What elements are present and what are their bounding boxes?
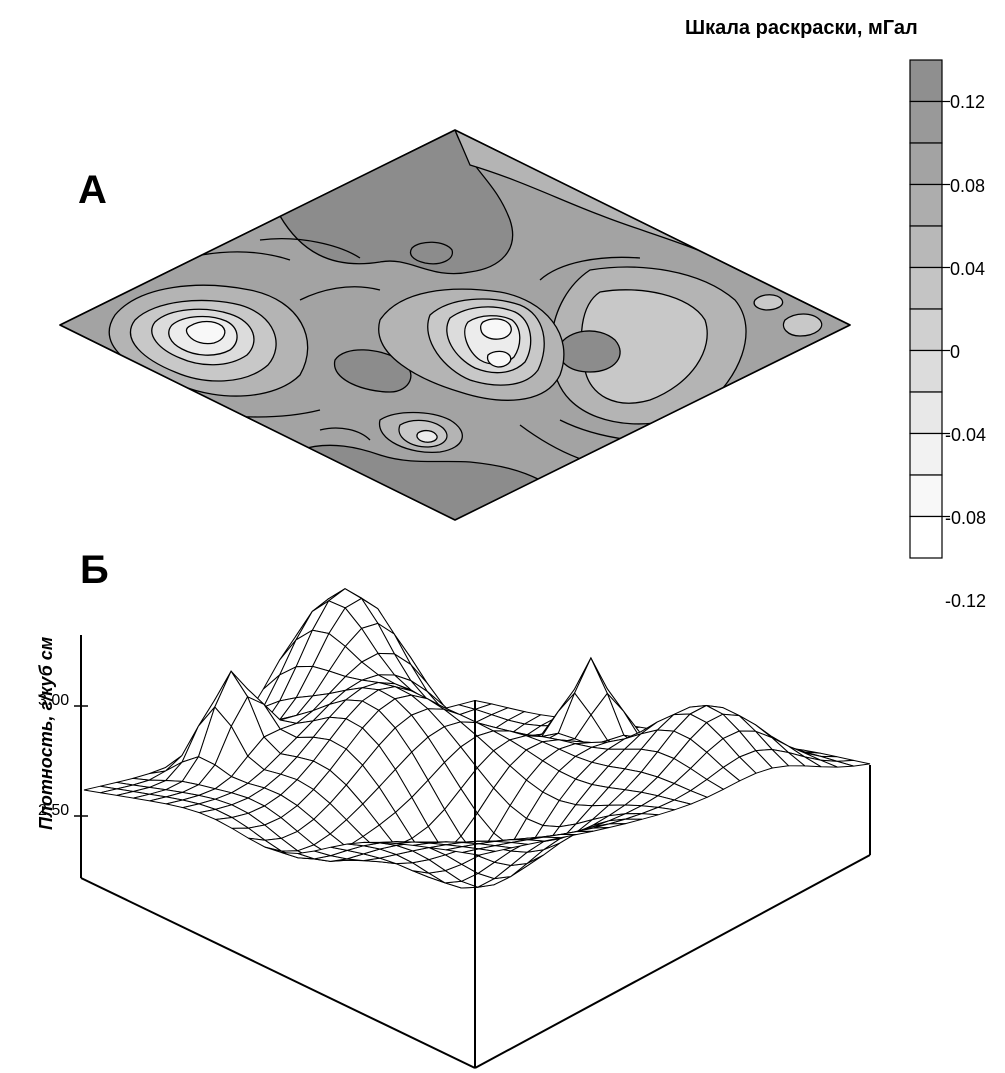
- contour-region: [782, 313, 823, 337]
- contour-region: [279, 130, 514, 275]
- scale-tick-label: 0.04: [950, 259, 985, 279]
- scale-swatch: [909, 349, 943, 393]
- scale-tick-label: -0.12: [945, 591, 986, 611]
- mesh-box: [80, 700, 871, 1069]
- scale-swatch: [909, 266, 943, 310]
- contour-region: [486, 350, 512, 368]
- color-scale-ticks: 0.12 0.08 0.04 0 -0.04 -0.08 -0.12: [945, 92, 986, 611]
- contour-region: [299, 444, 541, 520]
- scale-swatch: [909, 515, 943, 559]
- scale-swatch: [909, 142, 943, 186]
- color-scale: [909, 59, 950, 559]
- density-axis: Плотность, г/куб см 3.00 2.50: [36, 635, 88, 878]
- scale-tick-label: 0: [950, 342, 960, 362]
- axis-tick-label: 2.50: [38, 802, 69, 819]
- contour-region: [409, 241, 453, 265]
- density-axis-label: Плотность, г/куб см: [36, 637, 56, 830]
- scale-swatch: [909, 100, 943, 144]
- scale-tick-label: -0.04: [945, 425, 986, 445]
- density-mesh: [83, 588, 871, 889]
- scale-swatch: [909, 391, 943, 435]
- panel-b-label: Б: [80, 548, 109, 592]
- contour-map: [59, 129, 851, 521]
- contour-region: [416, 429, 438, 443]
- contour-region: [753, 294, 784, 311]
- scale-title: Шкала раскраски, мГал: [685, 17, 918, 39]
- panel-a-label: А: [78, 168, 107, 212]
- scale-swatch: [909, 308, 943, 352]
- contour-region: [185, 320, 226, 345]
- contour-region: [558, 330, 621, 373]
- contour-region: [479, 318, 512, 340]
- scale-tick-label: -0.08: [945, 508, 986, 528]
- scale-swatch: [909, 474, 943, 518]
- scale-swatch: [909, 432, 943, 476]
- scale-swatch: [909, 59, 943, 103]
- scale-tick-label: 0.12: [950, 92, 985, 112]
- scale-tick-label: 0.08: [950, 176, 985, 196]
- scale-swatch: [909, 183, 943, 227]
- contour-region: [334, 349, 412, 393]
- mesh-cell: [462, 848, 496, 856]
- axis-tick-label: 3.00: [38, 692, 69, 709]
- scale-swatch: [909, 225, 943, 269]
